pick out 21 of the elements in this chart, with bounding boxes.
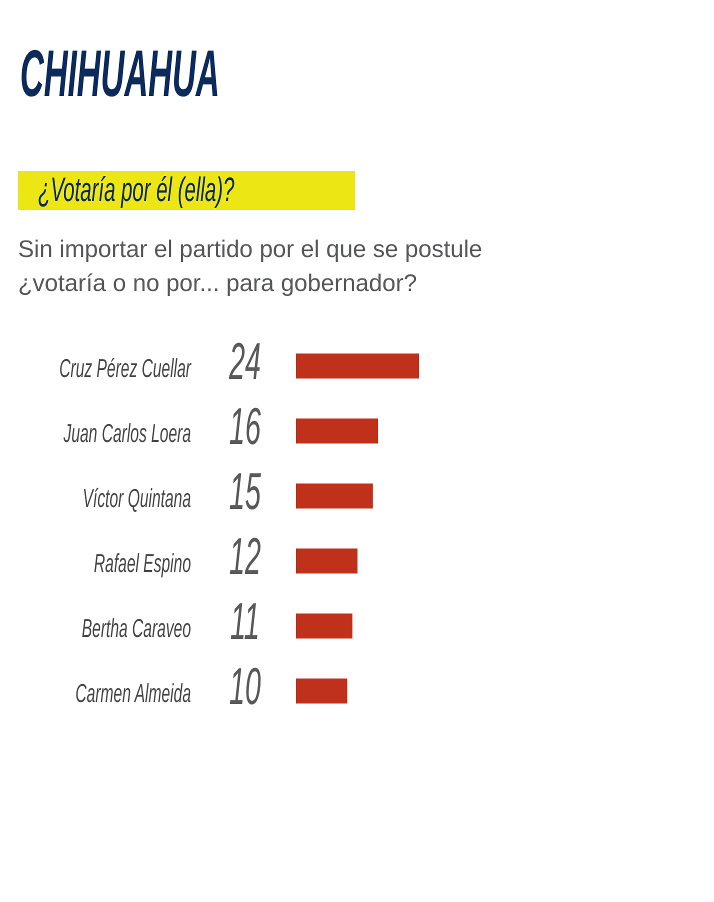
chart-subtitle: ¿Votaría por él (ella)? [38, 170, 235, 208]
data-label: 15 [229, 462, 262, 520]
bar [296, 614, 352, 638]
data-label: 10 [229, 656, 261, 716]
bar [296, 418, 378, 444]
bar [296, 354, 419, 378]
y-tick-label: Cruz Pérez Cuellar [59, 354, 192, 384]
bar [296, 678, 348, 704]
data-label: 16 [229, 396, 262, 456]
y-tick-label: Juan Carlos Loera [62, 418, 192, 448]
y-tick-label: Víctor Quintana [82, 484, 192, 514]
y-tick-label: Carmen Almeida [75, 678, 192, 708]
data-label: 11 [230, 592, 260, 650]
chart-title: CHIHUAHUA [20, 38, 220, 112]
data-label: 12 [229, 526, 261, 586]
data-label: 24 [228, 332, 261, 390]
bar [296, 484, 373, 508]
bar [296, 548, 358, 574]
y-tick-label: Rafael Espino [94, 548, 192, 578]
y-tick-label: Bertha Caraveo [82, 614, 192, 644]
text: Sin importar el partido por el que se postule ¿votaría o no por... para gobernador? [18, 236, 482, 297]
